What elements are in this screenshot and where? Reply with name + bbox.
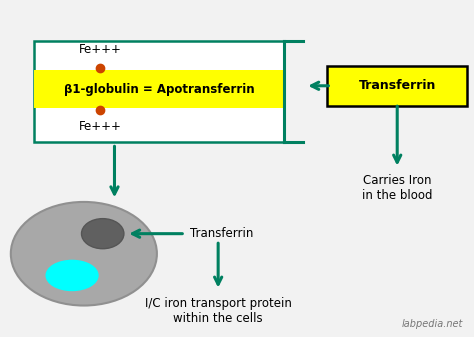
Text: Fe+++: Fe+++ — [79, 43, 122, 56]
FancyBboxPatch shape — [328, 66, 467, 106]
Text: I/C iron transport protein
within the cells: I/C iron transport protein within the ce… — [145, 297, 292, 325]
Text: Fe+++: Fe+++ — [79, 120, 122, 133]
Text: labpedia.net: labpedia.net — [402, 319, 463, 329]
Circle shape — [82, 219, 124, 249]
Text: Carries Iron
in the blood: Carries Iron in the blood — [362, 174, 432, 202]
Text: Transferrin: Transferrin — [358, 79, 436, 92]
Text: Transferrin: Transferrin — [190, 227, 253, 240]
Ellipse shape — [46, 261, 98, 290]
Circle shape — [11, 202, 157, 306]
FancyBboxPatch shape — [35, 70, 284, 108]
Text: β1-globulin = Apotransferrin: β1-globulin = Apotransferrin — [64, 83, 255, 96]
FancyBboxPatch shape — [35, 41, 284, 142]
